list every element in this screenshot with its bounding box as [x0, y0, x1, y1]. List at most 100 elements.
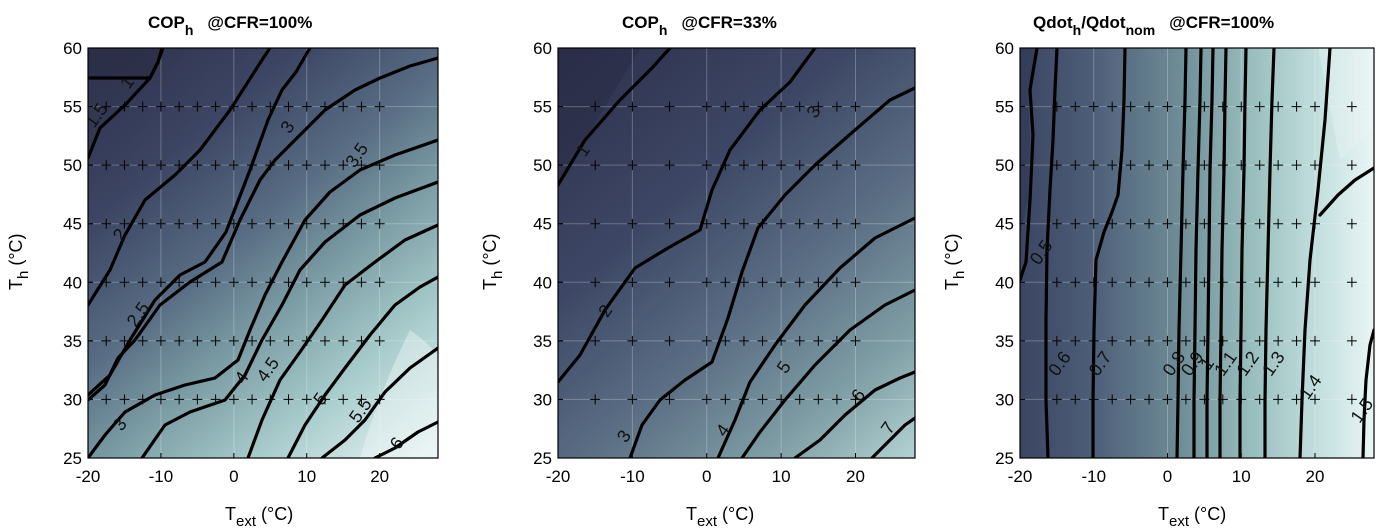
panel-3-fill-band — [1318, 48, 1374, 160]
sample-point-marker — [155, 218, 166, 229]
sample-point-marker — [283, 335, 294, 346]
sample-point-marker — [319, 160, 330, 171]
y-tick-label: 25 — [995, 449, 1014, 468]
sample-point-marker — [155, 101, 166, 112]
sample-point-marker — [356, 277, 367, 288]
y-tick-label: 50 — [533, 156, 552, 175]
sample-point-marker — [137, 335, 148, 346]
x-tick-label: 10 — [1232, 467, 1251, 486]
panel-3-x-label: Text (°C) — [1158, 504, 1226, 529]
x-tick-label: 0 — [1163, 467, 1172, 486]
sample-point-marker — [1162, 101, 1173, 112]
sample-point-marker — [137, 160, 148, 171]
x-tick-label: -10 — [149, 467, 174, 486]
sample-point-marker — [283, 394, 294, 405]
sample-point-marker — [1144, 394, 1155, 405]
x-tick-label: 0 — [702, 467, 711, 486]
sample-point-marker — [720, 335, 731, 346]
sample-point-marker — [738, 160, 749, 171]
sample-point-marker — [757, 160, 768, 171]
sample-point-marker — [174, 277, 185, 288]
sample-point-marker — [850, 218, 861, 229]
sample-point-marker — [228, 335, 239, 346]
panel-3-contour-0.8 — [1175, 48, 1188, 458]
sample-point-marker — [794, 277, 805, 288]
sample-point-marker — [831, 160, 842, 171]
panel-3-frame — [1019, 47, 1375, 459]
sample-point-marker — [265, 335, 276, 346]
panel-3-contour-0.9 — [1192, 48, 1203, 458]
sample-point-marker — [1180, 335, 1191, 346]
panel-3-contour-1.4 — [1298, 48, 1332, 458]
sample-point-marker — [813, 335, 824, 346]
y-tick-label: 55 — [63, 98, 82, 117]
sample-point-marker — [794, 160, 805, 171]
sample-point-marker — [720, 277, 731, 288]
sample-point-marker — [831, 218, 842, 229]
sample-point-marker — [627, 277, 638, 288]
sample-point-marker — [338, 394, 349, 405]
x-tick-label: 20 — [846, 467, 865, 486]
sample-point-marker — [813, 277, 824, 288]
panel-2-frame — [557, 47, 916, 459]
x-tick-label: 10 — [297, 467, 316, 486]
sample-point-marker — [101, 335, 112, 346]
panel-1-frame — [87, 47, 439, 459]
sample-point-marker — [301, 277, 312, 288]
panel-1-contour-5.5 — [320, 346, 438, 458]
sample-point-marker — [1162, 335, 1173, 346]
panel-2-title: COPh @CFR=33% — [622, 13, 777, 38]
sample-point-marker — [228, 160, 239, 171]
sample-point-marker — [776, 160, 787, 171]
sample-point-marker — [627, 101, 638, 112]
y-tick-label: 25 — [63, 449, 82, 468]
x-tick-label: -20 — [76, 467, 101, 486]
sample-point-marker — [776, 101, 787, 112]
sample-point-marker — [192, 394, 203, 405]
sample-point-marker — [850, 277, 861, 288]
sample-point-marker — [664, 335, 675, 346]
y-tick-label: 50 — [63, 156, 82, 175]
sample-point-marker — [101, 394, 112, 405]
sample-point-marker — [210, 101, 221, 112]
panel-1-y-ticks: 25 30 35 40 45 50 55 60 — [63, 39, 93, 468]
panel-1-x-label: Text (°C) — [225, 504, 293, 529]
sample-point-marker — [794, 218, 805, 229]
sample-point-marker — [374, 335, 385, 346]
sample-point-marker — [590, 335, 601, 346]
sample-point-marker — [228, 277, 239, 288]
sample-point-marker — [590, 394, 601, 405]
sample-point-marker — [101, 218, 112, 229]
sample-point-marker — [101, 101, 112, 112]
panel-1-contour-6 — [373, 420, 438, 458]
sample-point-marker — [1051, 277, 1062, 288]
panel-1-contour-4.5 — [246, 223, 438, 458]
y-tick-label: 50 — [995, 156, 1014, 175]
panel-1-plot-area — [88, 48, 438, 458]
panel-2-contour-1 — [558, 48, 672, 187]
sample-point-marker — [155, 335, 166, 346]
sample-point-marker — [192, 335, 203, 346]
y-tick-label: 35 — [63, 332, 82, 351]
sample-point-marker — [174, 101, 185, 112]
sample-point-marker — [831, 101, 842, 112]
sample-point-marker — [813, 218, 824, 229]
sample-point-marker — [1291, 218, 1302, 229]
sample-point-marker — [338, 101, 349, 112]
sample-point-marker — [1273, 218, 1284, 229]
panel-3-contour-0.6 — [1044, 48, 1059, 458]
panel-1-contour-5 — [286, 275, 438, 458]
panel-1-y-label: Th (°C) — [6, 233, 32, 290]
sample-point-marker — [119, 277, 130, 288]
sample-point-marker — [174, 160, 185, 171]
panel-2-y-ticks: 25 30 35 40 45 50 55 60 — [533, 39, 563, 468]
sample-point-marker — [1144, 218, 1155, 229]
sample-point-marker — [1125, 160, 1136, 171]
y-tick-label: 25 — [533, 449, 552, 468]
sample-point-marker — [319, 277, 330, 288]
panel-3-x-ticks: -20 -10 0 10 20 — [1008, 453, 1324, 486]
sample-point-marker — [1291, 160, 1302, 171]
sample-point-marker — [664, 101, 675, 112]
sample-point-marker — [664, 277, 675, 288]
sample-point-marker — [757, 277, 768, 288]
